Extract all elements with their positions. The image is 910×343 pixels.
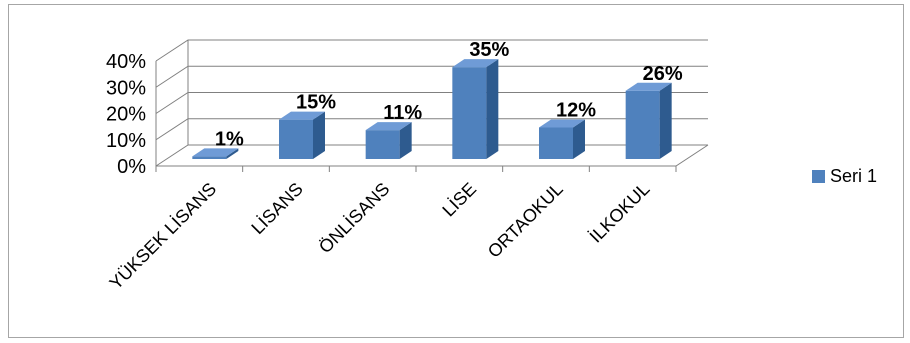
legend-label: Seri 1 [830, 166, 877, 186]
bar-top [279, 111, 325, 120]
chart-frame: 0% 10% 20% 30% 40% 1% 15% 11% 35% 12% 26% YÜKSEK … [8, 4, 904, 338]
legend: Seri 1 [812, 166, 877, 186]
legend-swatch [812, 170, 825, 183]
bar-front [625, 90, 660, 159]
bar-front [452, 67, 487, 159]
data-label: 35% [469, 39, 509, 61]
y-tick-label: 30% [106, 77, 146, 99]
grid-layer [155, 39, 709, 172]
bar [452, 59, 499, 159]
bar-top [192, 148, 239, 157]
bar [192, 148, 239, 159]
data-label: 11% [383, 102, 422, 124]
bar [279, 111, 325, 159]
bar-front [365, 130, 400, 159]
bar-side [226, 148, 239, 159]
y-tick-label: 20% [106, 104, 146, 126]
bar-top [365, 122, 412, 131]
bar-side [399, 122, 412, 159]
bar-side [659, 82, 672, 159]
bar [365, 122, 412, 159]
data-label: 1% [215, 128, 244, 150]
y-tick-label: 10% [106, 130, 146, 152]
bar [539, 119, 585, 159]
bar-front [539, 127, 573, 159]
bar-side [313, 111, 325, 159]
data-label: 15% [296, 92, 336, 114]
data-label: 12% [556, 100, 596, 122]
data-label-layer: 1% 15% 11% 35% 12% 26% [215, 39, 683, 150]
data-label: 26% [643, 63, 683, 85]
bar-top [452, 59, 499, 68]
bar [625, 82, 672, 159]
bar-top [625, 82, 672, 91]
bar-top [539, 119, 585, 128]
bar-front [279, 119, 313, 159]
y-tick-label: 40% [106, 51, 146, 73]
bar-front [192, 156, 227, 159]
bar-layer [192, 59, 672, 159]
bar-side [573, 119, 585, 159]
chart-svg: 0%10%20%30%40% 1%15% 11%35%12%26% YÜKSEK … [8, 4, 904, 338]
y-axis-ticks: 0% 10% 20% 30% 40% [106, 51, 146, 178]
bar-side [486, 59, 499, 159]
y-tick-label: 0% [117, 156, 146, 178]
